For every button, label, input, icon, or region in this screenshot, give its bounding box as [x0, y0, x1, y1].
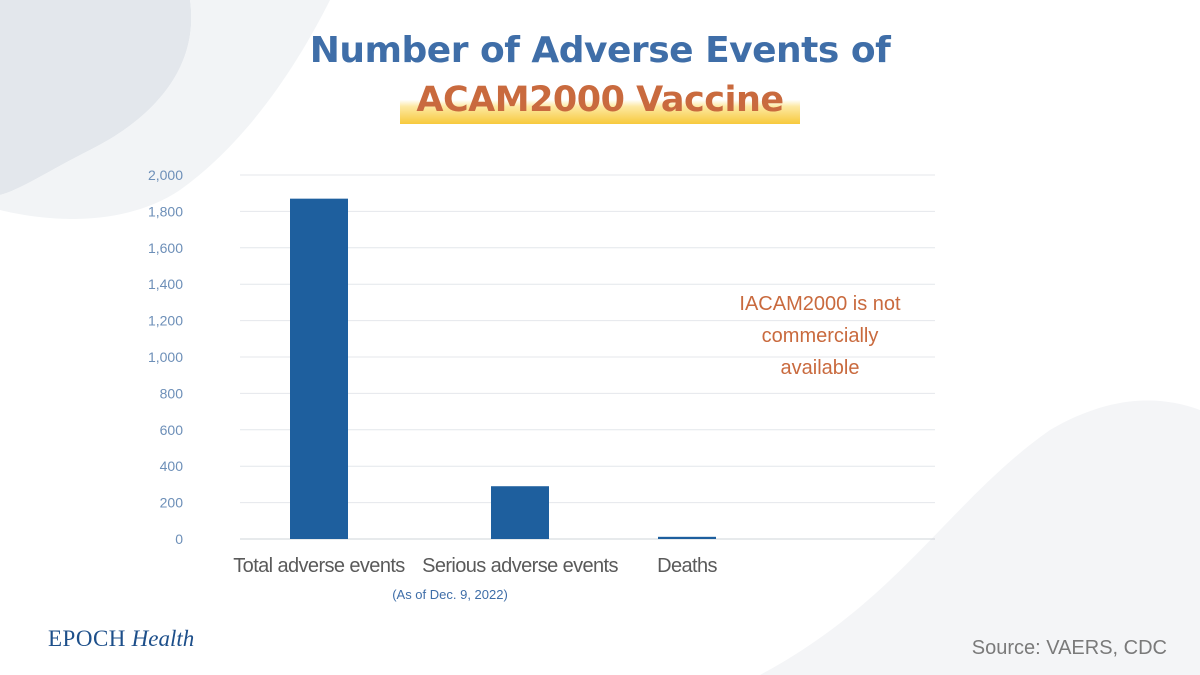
- y-tick-label: 2,000: [148, 167, 183, 183]
- epoch-health-logo: EPOCH Health: [48, 626, 194, 652]
- bar: [290, 198, 348, 539]
- y-tick-label: 1,000: [148, 349, 183, 365]
- logo-section: Health: [131, 626, 195, 651]
- bar: [658, 536, 716, 539]
- y-tick-label: 600: [160, 422, 184, 438]
- x-category-label: Deaths: [657, 555, 717, 577]
- y-tick-label: 1,200: [148, 313, 183, 329]
- source-credit: Source: VAERS, CDC: [971, 637, 1167, 659]
- y-tick-label: 1,400: [148, 276, 183, 292]
- bar: [491, 486, 549, 539]
- chart-annotation: IACAM2000 is not commercially available: [720, 288, 920, 384]
- date-note: (As of Dec. 9, 2022): [392, 587, 508, 602]
- y-tick-label: 800: [160, 385, 184, 401]
- y-tick-label: 1,600: [148, 240, 183, 256]
- chart-title-line1: Number of Adverse Events of: [309, 30, 891, 71]
- y-tick-label: 0: [175, 531, 183, 547]
- y-tick-label: 400: [160, 458, 184, 474]
- logo-brand: EPOCH: [48, 626, 126, 651]
- x-category-label: Serious adverse events: [422, 555, 618, 577]
- x-category-label: Total adverse events: [233, 555, 405, 577]
- y-tick-label: 1,800: [148, 203, 183, 219]
- annotation-line2: commercially available: [761, 325, 879, 379]
- y-tick-label: 200: [160, 495, 184, 511]
- chart-title-line2: ACAM2000 Vaccine: [400, 80, 800, 124]
- annotation-line1: IACAM2000 is not: [739, 293, 901, 315]
